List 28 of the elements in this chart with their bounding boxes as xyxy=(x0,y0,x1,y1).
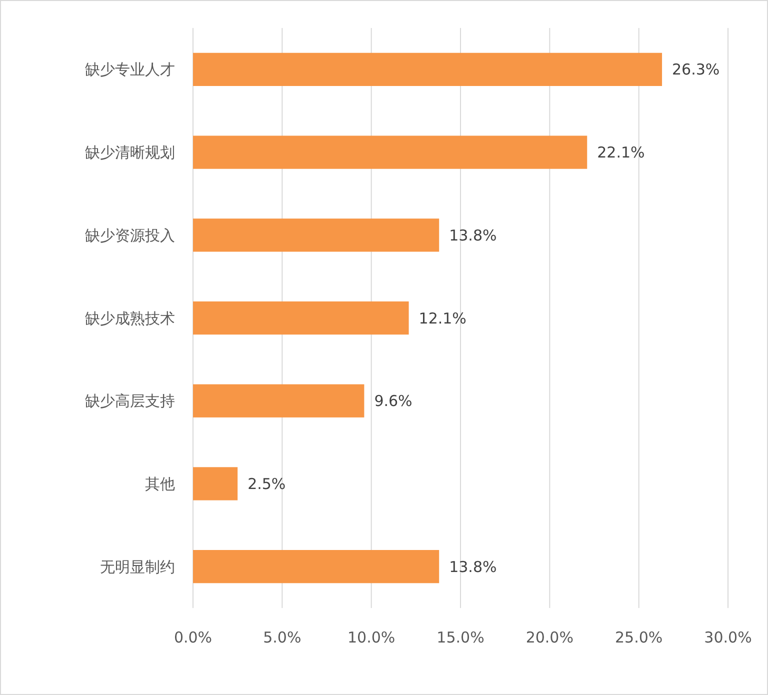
data-label: 9.6% xyxy=(374,392,412,410)
x-tick-label: 15.0% xyxy=(436,628,484,646)
data-label: 13.8% xyxy=(449,226,497,244)
bar xyxy=(193,301,409,335)
y-tick-label: 缺少资源投入 xyxy=(85,226,175,244)
x-tick-label: 20.0% xyxy=(526,628,574,646)
bar xyxy=(193,136,588,169)
y-tick-label: 缺少清晰规划 xyxy=(85,144,175,162)
data-label: 22.1% xyxy=(597,144,645,162)
y-tick-label: 缺少专业人才 xyxy=(85,60,175,79)
bar xyxy=(193,550,440,584)
x-tick-label: 25.0% xyxy=(615,628,663,646)
y-tick-label: 其他 xyxy=(145,474,175,493)
data-label: 13.8% xyxy=(449,558,497,576)
data-label: 12.1% xyxy=(418,309,466,328)
data-label: 2.5% xyxy=(248,474,286,493)
bar xyxy=(193,218,440,252)
bar xyxy=(193,384,364,418)
x-tick-label: 0.0% xyxy=(174,628,212,646)
x-tick-label: 10.0% xyxy=(348,628,396,646)
y-tick-label: 缺少高层支持 xyxy=(85,392,175,410)
x-tick-label: 5.0% xyxy=(263,628,302,646)
bar xyxy=(193,52,662,86)
y-tick-label: 无明显制约 xyxy=(100,558,175,576)
y-tick-label: 缺少成熟技术 xyxy=(85,309,175,328)
x-tick-label: 30.0% xyxy=(704,628,752,646)
bar xyxy=(193,467,238,500)
data-label: 26.3% xyxy=(672,60,720,79)
